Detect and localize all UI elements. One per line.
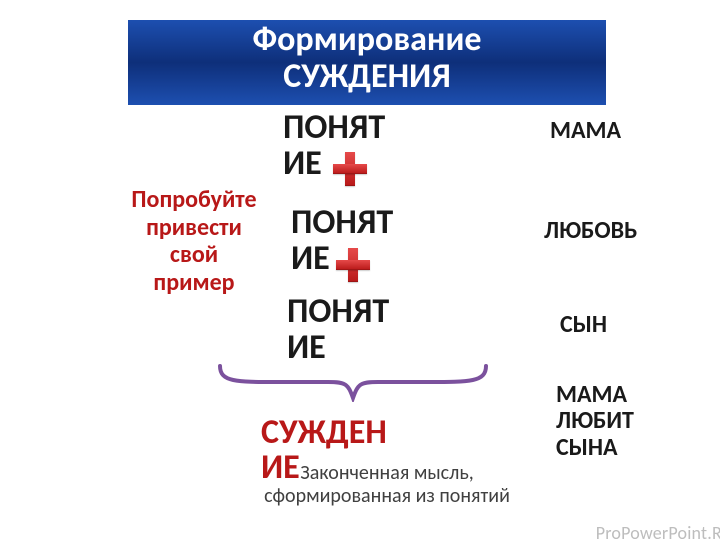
result-top: СУЖДЕН [261, 416, 387, 451]
subtitle-line2: сформированная из понятий [232, 485, 542, 508]
concept-1-top: ПОНЯТ [283, 110, 385, 146]
example-1: МАМА [550, 118, 621, 144]
example-3: СЫН [560, 312, 607, 338]
plus-icon [336, 248, 370, 282]
subtitle-text: Законченная мысль, сформированная из пон… [232, 462, 542, 508]
concept-3-bottom: ИЕ [287, 330, 389, 366]
title-line2: СУЖДЕНИЯ [283, 59, 451, 96]
brace-icon [218, 364, 488, 402]
sentence-line2: ЛЮБИТ [556, 408, 634, 434]
prompt-text: Попробуйте привести свой пример [114, 186, 274, 296]
example-2: ЛЮБОВЬ [544, 218, 637, 244]
example-sentence: МАМА ЛЮБИТ СЫНА [556, 382, 634, 461]
plus-icon [333, 152, 367, 186]
concept-3: ПОНЯТ ИЕ [287, 294, 389, 365]
prompt-line3: свой [114, 241, 274, 269]
title-line1: Формирование [252, 22, 481, 59]
subtitle-line1: Законченная мысль, [232, 462, 542, 485]
concept-3-top: ПОНЯТ [287, 294, 389, 330]
prompt-line2: привести [114, 214, 274, 242]
title-box: Формирование СУЖДЕНИЯ [128, 20, 606, 105]
sentence-line1: МАМА [556, 382, 634, 408]
prompt-line1: Попробуйте [114, 186, 274, 214]
sentence-line3: СЫНА [556, 435, 634, 461]
watermark: ProPowerPoint.R [596, 522, 720, 540]
concept-2-top: ПОНЯТ [291, 205, 393, 241]
prompt-line4: пример [114, 269, 274, 297]
slide-root: Формирование СУЖДЕНИЯ ПОНЯТ ИЕ ПОНЯТ ИЕ … [0, 0, 720, 540]
